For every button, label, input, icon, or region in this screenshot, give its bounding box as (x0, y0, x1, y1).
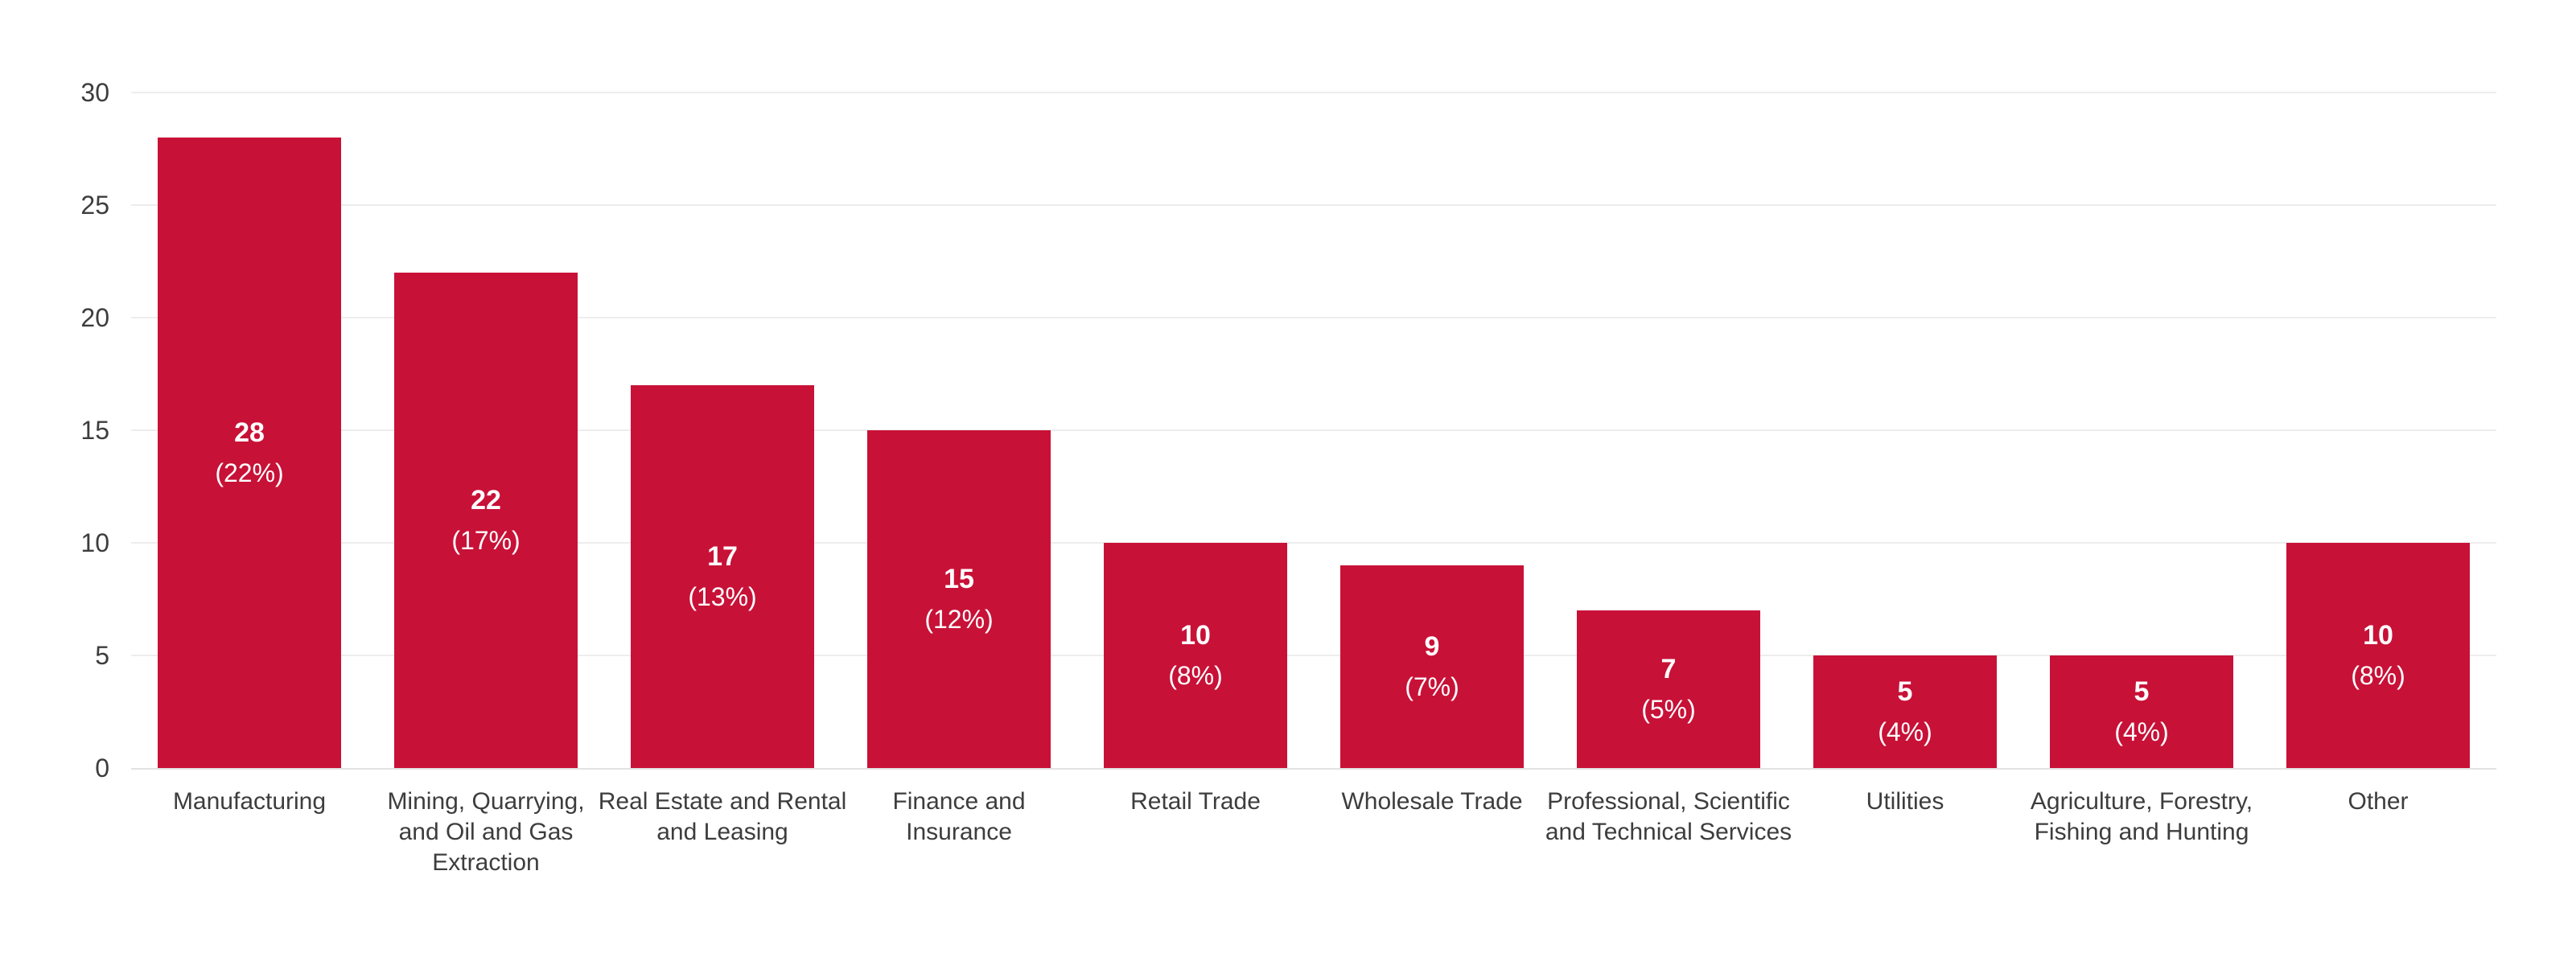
bar-agriculture-forestry-fishing-and-hunting: 5 (4%) (2050, 655, 2233, 768)
bar-professional-scientific-and-technical-services: 7 (5%) (1577, 610, 1760, 768)
gridline-25 (131, 204, 2496, 206)
gridline-5 (131, 655, 2496, 656)
bar-percent-label: (8%) (1168, 661, 1223, 690)
y-axis-tick-label: 15 (80, 416, 109, 445)
bar-real-estate-and-rental-and-leasing: 17 (13%) (631, 385, 814, 768)
bar-percent-label: (13%) (688, 582, 757, 611)
bar-value-label: 17 (707, 541, 738, 572)
x-axis-label-professional-scientific-and-technical-services: Professional, Scientific and Technical S… (1545, 788, 1792, 845)
y-axis-tick-label: 30 (80, 78, 109, 107)
bar-value-label: 28 (234, 417, 265, 448)
bar-value-label: 7 (1660, 654, 1677, 684)
y-axis-tick-label: 10 (80, 528, 109, 557)
y-axis-tick-label: 25 (80, 191, 109, 220)
bar-percent-label: (8%) (2351, 661, 2405, 690)
gridline-30 (131, 92, 2496, 93)
bar-percent-label: (4%) (1878, 717, 1932, 746)
bar-percent-label: (22%) (215, 458, 284, 487)
gridline-15 (131, 429, 2496, 431)
bar-retail-trade: 10 (8%) (1104, 543, 1287, 768)
bar-value-label: 5 (1897, 676, 1913, 707)
x-axis-label-finance-and-insurance: Finance and Insurance (892, 788, 1026, 845)
bar-value-label: 5 (2134, 676, 2150, 707)
x-axis-label-agriculture-forestry-fishing-and-hunting: Agriculture, Forestry, Fishing and Hunti… (2030, 788, 2253, 845)
x-axis-label-retail-trade: Retail Trade (1130, 788, 1261, 815)
x-axis-label-wholesale-trade: Wholesale Trade (1341, 788, 1523, 815)
x-axis-label-mining-quarrying-and-oil-and-gas-extraction: Mining, Quarrying, and Oil and Gas Extra… (387, 788, 585, 876)
bar-mining-quarrying-and-oil-and-gas-extraction: 22 (17%) (394, 273, 578, 768)
bar-value-label: 22 (471, 485, 501, 516)
gridline-20 (131, 317, 2496, 318)
bar-percent-label: (5%) (1641, 695, 1696, 724)
y-axis-tick-label: 0 (95, 754, 109, 783)
bar-percent-label: (4%) (2114, 717, 2169, 746)
bar-wholesale-trade: 9 (7%) (1340, 565, 1524, 768)
y-axis-tick-label: 20 (80, 303, 109, 332)
bar-finance-and-insurance: 15 (12%) (867, 430, 1051, 768)
bar-manufacturing: 28 (22%) (158, 138, 341, 768)
bar-other: 10 (8%) (2286, 543, 2470, 768)
bar-percent-label: (7%) (1405, 672, 1459, 701)
x-axis-label-other: Other (2348, 788, 2409, 815)
x-axis-line (131, 768, 2496, 770)
bar-value-label: 10 (1180, 620, 1211, 651)
gridline-10 (131, 542, 2496, 544)
bar-value-label: 15 (944, 564, 974, 594)
bar-utilities: 5 (4%) (1813, 655, 1997, 768)
x-axis-label-utilities: Utilities (1866, 788, 1944, 815)
bar-value-label: 10 (2363, 620, 2393, 651)
y-axis-tick-label: 5 (95, 641, 109, 670)
x-axis-label-real-estate-and-rental-and-leasing: Real Estate and Rental and Leasing (598, 788, 847, 845)
bar-percent-label: (17%) (451, 526, 521, 555)
bar-percent-label: (12%) (924, 605, 994, 634)
x-axis-label-manufacturing: Manufacturing (172, 788, 327, 815)
bar-value-label: 9 (1424, 631, 1440, 662)
